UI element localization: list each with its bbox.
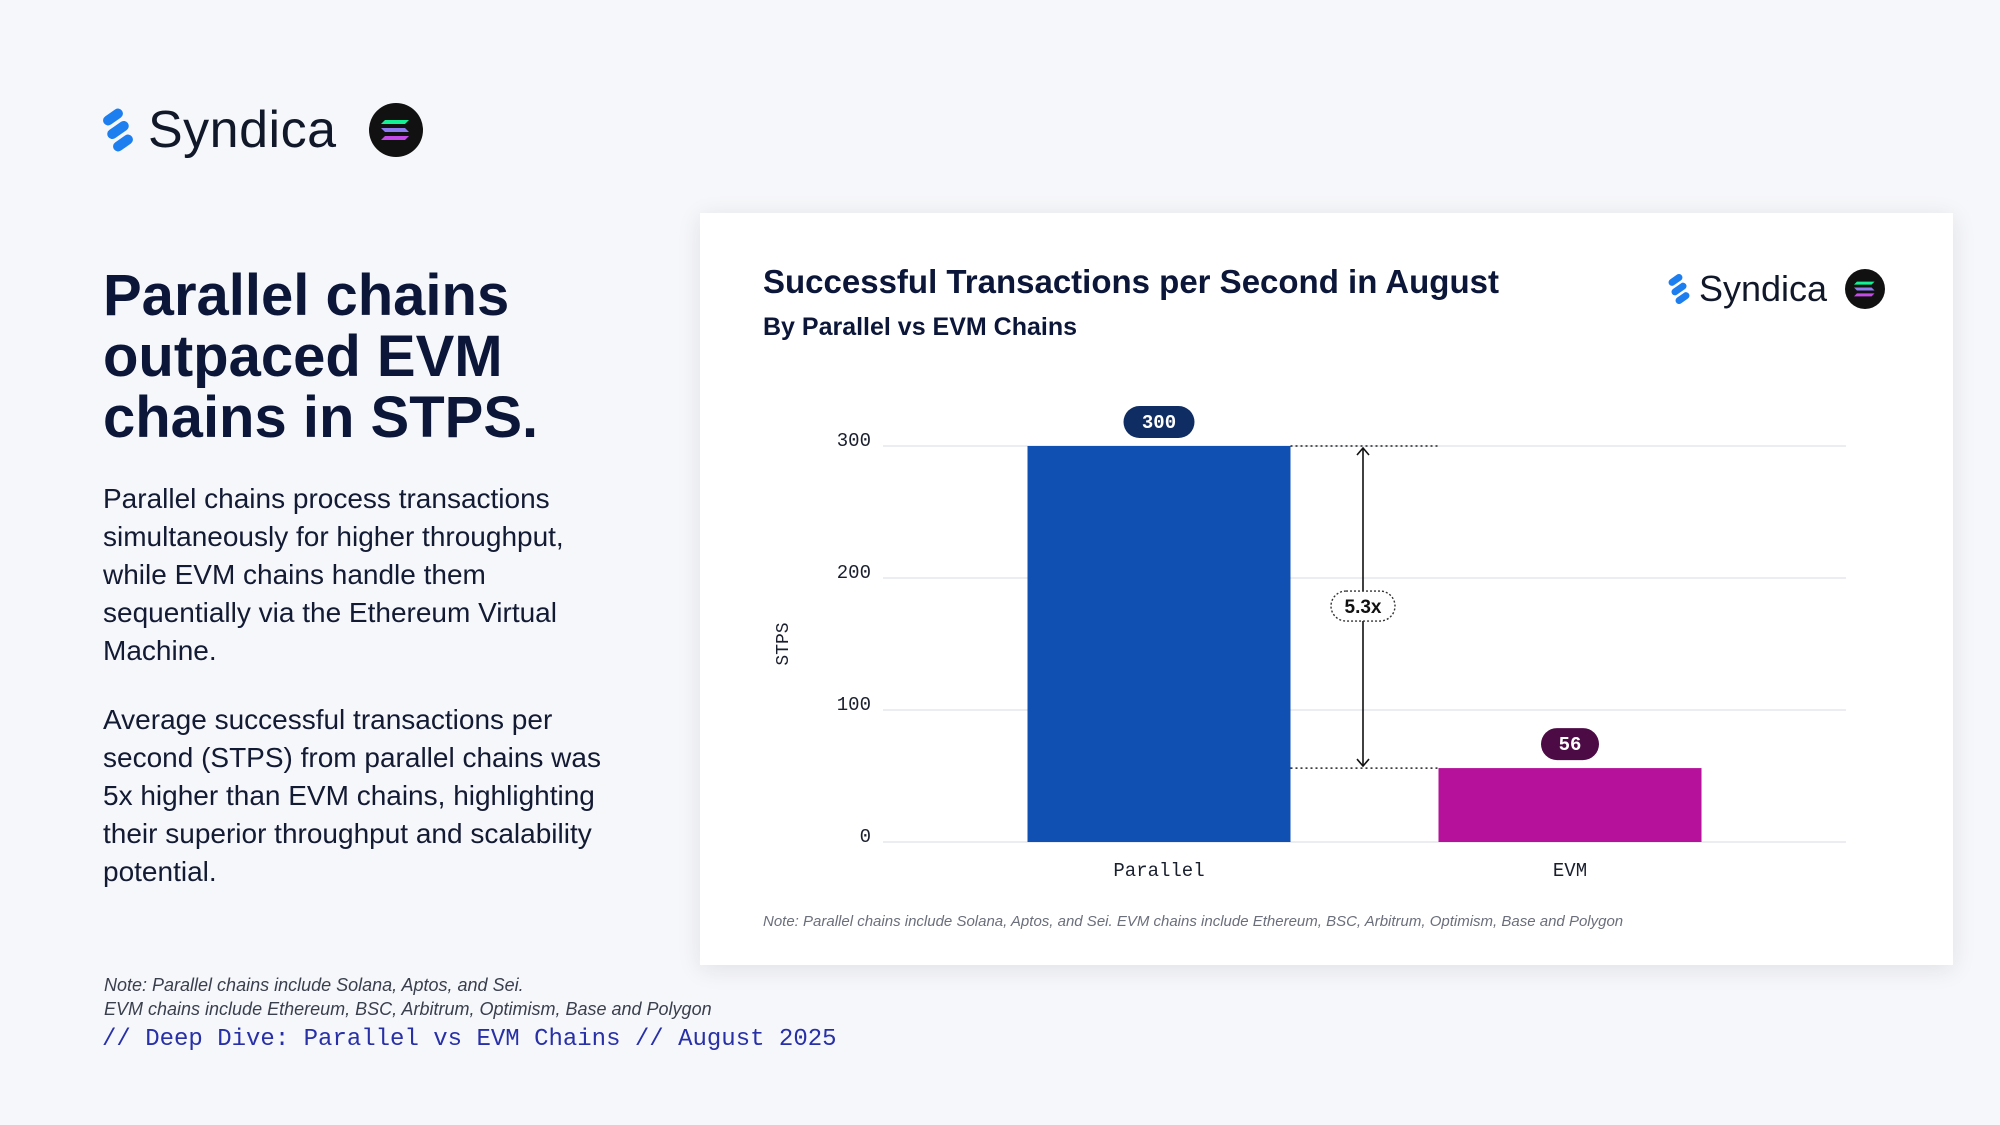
footnote: Note: Parallel chains include Solana, Ap…: [104, 973, 712, 1021]
bar-parallel: [1027, 446, 1291, 842]
solana-icon: [1845, 269, 1886, 309]
chart-subtitle: By Parallel vs EVM Chains: [763, 313, 1078, 341]
y-tick-label: 200: [837, 562, 871, 584]
bar-evm: [1438, 768, 1702, 842]
footnote-line-1: Note: Parallel chains include Solana, Ap…: [104, 975, 524, 995]
y-tick-label: 0: [860, 826, 871, 848]
value-badge: [1123, 406, 1195, 438]
value-badge: [1541, 728, 1599, 761]
data-label: 56: [1559, 734, 1582, 756]
page-headline: Parallel chains outpaced EVM chains in S…: [103, 263, 539, 450]
chart-note: Note: Parallel chains include Solana, Ap…: [763, 913, 1624, 930]
ratio-arrow-head-up: [1356, 446, 1370, 456]
ratio-label: 5.3x: [1345, 597, 1382, 618]
brand-name: Syndica: [148, 101, 337, 159]
chart-syndica-logo: Syndica: [1665, 268, 1886, 310]
chart-title: Successful Transactions per Second in Au…: [763, 263, 1499, 300]
brand-name: Syndica: [1699, 268, 1828, 309]
chart-card: [700, 213, 1953, 965]
ratio-badge: [1330, 590, 1396, 622]
data-label: 300: [1142, 412, 1176, 434]
syndica-mark-icon: [103, 108, 133, 152]
syndica-mark-icon: [1668, 273, 1690, 305]
footnote-line-2: EVM chains include Ethereum, BSC, Arbitr…: [104, 999, 712, 1019]
y-axis-label: STPS: [774, 622, 794, 665]
solana-icon: [368, 103, 423, 157]
series-tag: // Deep Dive: Parallel vs EVM Chains // …: [102, 1026, 837, 1053]
y-tick-label: 300: [837, 430, 871, 452]
body-paragraph-1: Parallel chains process transactions sim…: [103, 483, 564, 666]
ratio-arrow-head-down: [1356, 758, 1370, 768]
syndica-logo: Syndica: [98, 100, 423, 160]
y-tick-label: 100: [837, 694, 871, 716]
x-tick-label: EVM: [1553, 860, 1587, 882]
x-tick-label: Parallel: [1113, 860, 1204, 882]
body-paragraph-2: Average successful transactions per seco…: [103, 704, 601, 887]
